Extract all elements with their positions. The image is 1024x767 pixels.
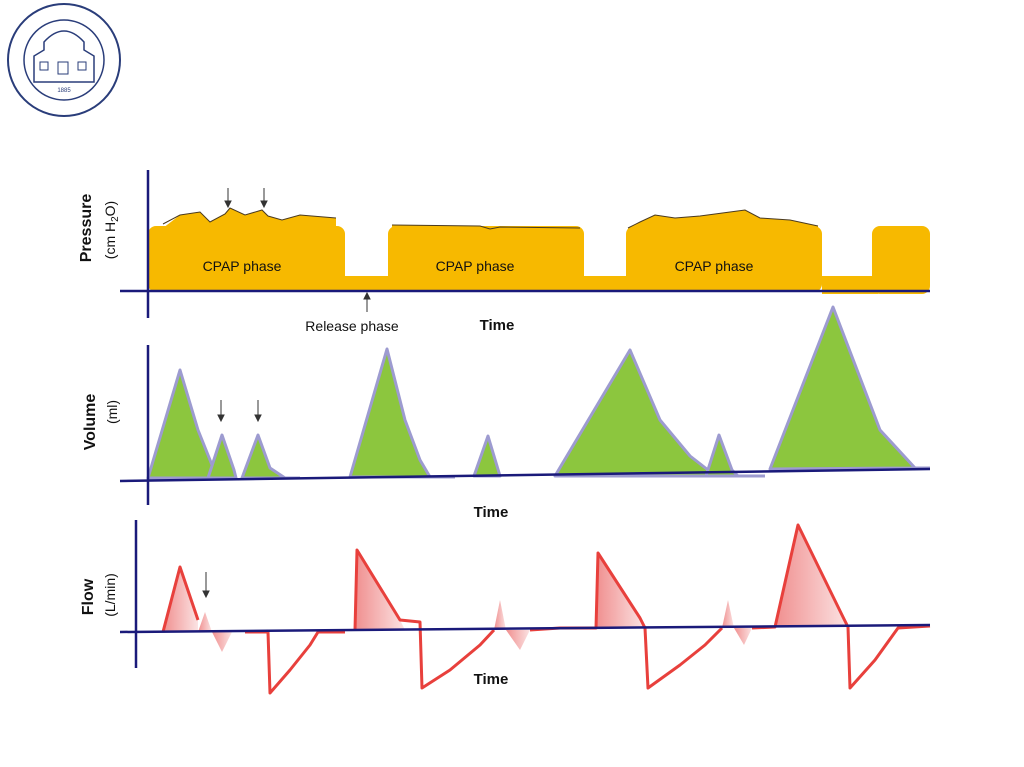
volume-x-label: Time — [474, 504, 509, 521]
pressure-panel: CPAP phase CPAP phase CPAP phase Release… — [78, 170, 930, 334]
pressure-waveform — [148, 208, 930, 294]
annotation-arrows — [224, 188, 371, 312]
flow-x-axis — [119, 623, 931, 634]
cpap-phase-label: CPAP phase — [436, 258, 515, 274]
pressure-x-label: Time — [480, 317, 515, 334]
logo-year: 1885 — [57, 88, 71, 94]
volume-y-unit: (ml) — [104, 400, 120, 424]
flow-y-label: Flow — [80, 578, 97, 615]
flow-panel: Time Flow (L/min) — [80, 520, 931, 695]
volume-waveform — [146, 305, 917, 480]
volume-panel: Time Volume (ml) — [82, 305, 931, 521]
annotation-arrows — [217, 400, 262, 423]
cpap-phase-label: CPAP phase — [203, 258, 282, 274]
volume-x-axis — [119, 467, 931, 483]
volume-y-label: Volume — [82, 394, 99, 451]
pressure-y-label: Pressure — [78, 194, 95, 263]
pressure-y-unit: (cm H2O) — [102, 201, 121, 259]
release-phase-label: Release phase — [305, 318, 399, 334]
annotation-arrow — [202, 572, 210, 599]
flow-x-label: Time — [474, 671, 509, 688]
flow-y-unit: (L/min) — [102, 573, 118, 617]
university-seal-logo: 1885 — [7, 3, 121, 117]
cpap-phase-label: CPAP phase — [675, 258, 754, 274]
